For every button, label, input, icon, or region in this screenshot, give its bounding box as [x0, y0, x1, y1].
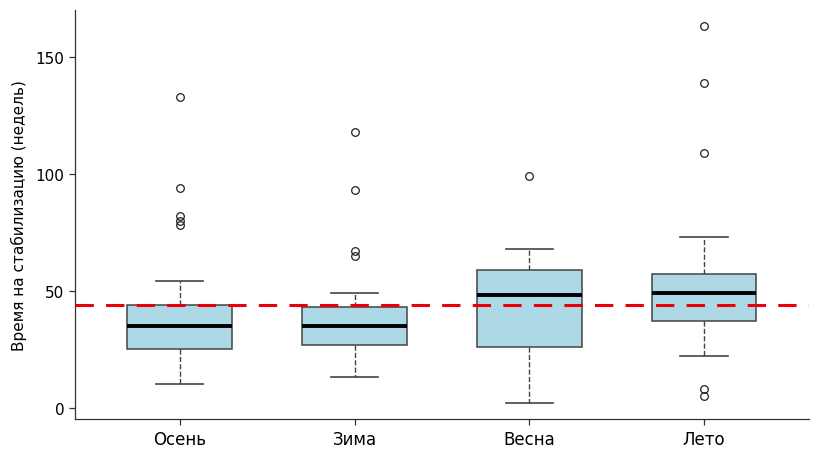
Bar — [477, 270, 581, 347]
Bar — [651, 275, 756, 321]
Y-axis label: Время на стабилизацию (недель): Время на стабилизацию (недель) — [11, 80, 27, 351]
Bar — [301, 308, 406, 345]
Bar — [127, 305, 232, 350]
